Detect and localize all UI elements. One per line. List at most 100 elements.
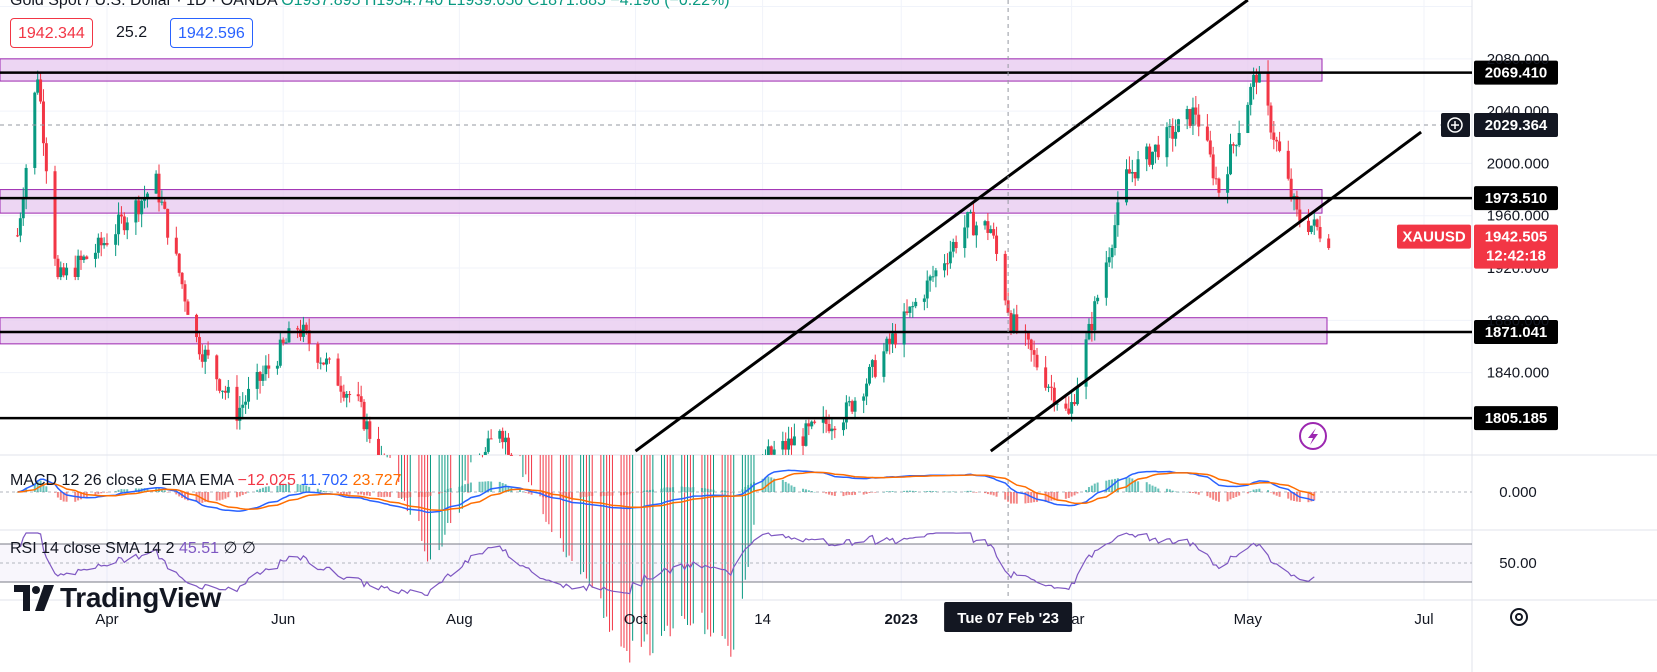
level-label-bg	[1474, 60, 1558, 85]
candle-body	[931, 276, 935, 278]
macd-hist-bar	[363, 492, 366, 496]
crosshair-y-bg	[1474, 113, 1558, 138]
candle	[847, 396, 851, 407]
crosshair: 2029.364	[0, 0, 1558, 600]
macd-hist-bar	[946, 491, 949, 493]
candle	[180, 272, 184, 289]
macd-hist-bar	[386, 492, 389, 497]
candle	[983, 219, 987, 230]
candle	[1165, 122, 1169, 167]
macd-hist-bar	[1165, 488, 1168, 492]
macd-hist-bar	[166, 492, 169, 493]
candle	[1191, 97, 1195, 135]
candle	[772, 440, 776, 455]
candle	[992, 222, 996, 239]
add-alert-button[interactable]	[1441, 113, 1470, 138]
channel-upper-line[interactable]	[634, 0, 1249, 453]
candle	[1318, 215, 1322, 243]
macd-hist-bar	[822, 492, 825, 493]
macd-hist-bar	[383, 492, 386, 498]
candle-body	[1208, 140, 1212, 155]
candle-body	[223, 390, 227, 393]
candle-body	[813, 421, 817, 423]
candle-body	[82, 256, 86, 261]
candle	[1026, 331, 1030, 349]
candle	[951, 238, 955, 258]
candle	[1104, 250, 1108, 306]
macd-hist-bar	[339, 492, 342, 494]
crosshair-x-label: Tue 07 Feb '23	[957, 610, 1059, 627]
macd-hist-bar	[1009, 492, 1012, 504]
macd-hist-bar	[1258, 488, 1261, 492]
candle-body	[1029, 339, 1033, 351]
candle	[1278, 131, 1282, 153]
candle-body	[867, 366, 871, 384]
macd-hist-bar	[1232, 492, 1235, 498]
macd-hist-bar	[752, 481, 755, 492]
candle-body	[79, 255, 83, 261]
macd-hist-bar	[932, 491, 935, 492]
candle-body	[244, 401, 248, 405]
candle-body	[18, 218, 22, 236]
zone-1[interactable]	[0, 58, 1323, 82]
ask-price-button[interactable]: 1942.596	[170, 18, 253, 48]
candle-body	[1249, 86, 1253, 105]
candle	[1003, 250, 1007, 306]
candle-body	[56, 258, 60, 278]
candle-body	[166, 208, 170, 238]
channel-lower-line[interactable]	[989, 130, 1423, 453]
candle	[870, 359, 874, 378]
macd-hist-bar	[790, 485, 793, 492]
candle-body	[1246, 104, 1250, 133]
macd-hist-bar	[854, 492, 857, 495]
candle-body	[137, 200, 141, 215]
candle	[82, 254, 86, 263]
macd-hist-bar	[287, 483, 290, 492]
candle	[1084, 332, 1088, 400]
candle-body	[206, 349, 210, 356]
candle-body	[41, 101, 45, 144]
header-ohlc: Gold Spot / U.S. Dollar · 1D · OANDA O19…	[10, 0, 730, 10]
settings-icon[interactable]	[1510, 608, 1528, 626]
macd-hist-bar	[651, 489, 654, 492]
rsi-legend[interactable]: RSI 14 close SMA 14 2 45.51 ∅ ∅	[10, 540, 256, 557]
macd-hist-bar	[666, 487, 669, 492]
macd-hist-bar	[646, 490, 649, 492]
macd-hist-bar	[882, 491, 885, 493]
candle-body	[801, 436, 805, 446]
candles	[15, 60, 1331, 663]
macd-hist-bar	[134, 488, 137, 492]
rsi-extra-1: ∅	[223, 540, 241, 557]
macd-hist-bar	[123, 489, 126, 492]
macd-hist-bar	[33, 483, 36, 492]
lightning-icon[interactable]	[1299, 422, 1327, 450]
macd-hist-bar	[1015, 492, 1018, 504]
symbol-tag: XAUUSD	[1402, 229, 1466, 246]
candle-body	[862, 396, 866, 401]
macd-hist-bar	[721, 490, 724, 492]
macd-hist-bar	[319, 490, 322, 492]
macd-hist-bar	[464, 484, 467, 492]
tradingview-logo[interactable]: TradingView	[14, 582, 221, 614]
zone-2[interactable]	[0, 189, 1323, 214]
zone-3[interactable]	[0, 317, 1328, 345]
candle-body	[891, 333, 895, 344]
candle-body	[847, 401, 851, 403]
candle	[316, 341, 320, 370]
bid-price-button[interactable]: 1942.344	[10, 18, 93, 48]
candle	[105, 233, 109, 247]
candle-body	[316, 343, 320, 363]
macd-hist-bar	[1070, 492, 1073, 497]
candle	[504, 430, 508, 455]
candle-body	[264, 365, 268, 375]
candle-body	[180, 272, 184, 285]
candle-body	[1295, 195, 1299, 210]
time-tick: 14	[754, 611, 771, 628]
candle	[73, 255, 77, 281]
candle	[62, 263, 66, 278]
candle-body	[1049, 386, 1053, 388]
macd-hist-bar	[868, 492, 871, 493]
candle-body	[195, 314, 199, 338]
macd-legend[interactable]: MACD 12 26 close 9 EMA EMA −12.025 11.70…	[10, 472, 402, 489]
